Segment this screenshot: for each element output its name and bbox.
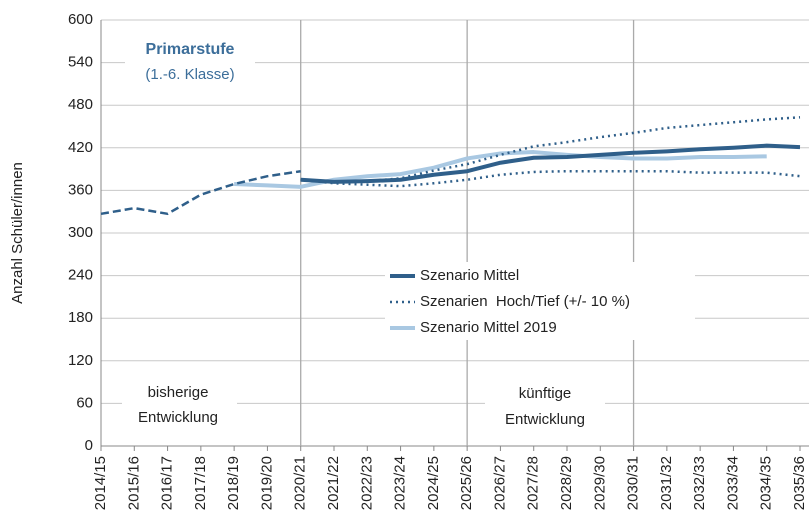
annotation: bisherige bbox=[148, 384, 209, 401]
y-tick-label: 480 bbox=[68, 96, 93, 113]
x-tick-label: 2019/20 bbox=[258, 456, 275, 510]
annotation-title: Primarstufe bbox=[146, 41, 235, 58]
legend-label: Szenario Mittel 2019 bbox=[420, 319, 557, 336]
x-tick-label: 2032/33 bbox=[691, 456, 708, 510]
y-tick-label: 240 bbox=[68, 267, 93, 284]
x-tick-label: 2015/16 bbox=[125, 456, 142, 510]
x-tick-label: 2025/26 bbox=[458, 456, 475, 510]
legend-label: Szenario Mittel bbox=[420, 267, 519, 284]
x-tick-label: 2016/17 bbox=[159, 456, 176, 510]
y-tick-label: 600 bbox=[68, 11, 93, 28]
y-tick-label: 300 bbox=[68, 224, 93, 241]
x-tick-label: 2023/24 bbox=[392, 456, 409, 510]
series-line bbox=[300, 169, 801, 188]
x-tick-label: 2018/19 bbox=[225, 456, 242, 510]
y-tick-label: 60 bbox=[76, 394, 93, 411]
x-tick-label: 2030/31 bbox=[625, 456, 642, 510]
x-tick-label: 2014/15 bbox=[92, 456, 109, 510]
annotation: Entwicklung bbox=[138, 409, 218, 426]
x-tick-label: 2033/34 bbox=[724, 456, 741, 510]
series-line bbox=[100, 169, 301, 216]
x-tick-label: 2031/32 bbox=[658, 456, 675, 510]
annotation: Entwicklung bbox=[505, 411, 585, 428]
x-tick-label: 2029/30 bbox=[591, 456, 608, 510]
x-tick-label: 2034/35 bbox=[758, 456, 775, 510]
annotation: künftige bbox=[519, 385, 572, 402]
series-line bbox=[300, 143, 801, 184]
legend-label: Szenarien Hoch/Tief (+/- 10 %) bbox=[420, 293, 630, 310]
series-line bbox=[300, 116, 801, 184]
y-tick-label: 120 bbox=[68, 352, 93, 369]
x-tick-label: 2028/29 bbox=[558, 456, 575, 510]
y-axis-label: Anzahl Schüler/innen bbox=[9, 162, 26, 304]
annotation-bg bbox=[125, 36, 255, 88]
x-tick-label: 2017/18 bbox=[192, 456, 209, 510]
x-tick-label: 2022/23 bbox=[358, 456, 375, 510]
y-tick-label: 420 bbox=[68, 139, 93, 156]
x-tick-label: 2026/27 bbox=[491, 456, 508, 510]
x-tick-label: 2020/21 bbox=[292, 456, 309, 510]
annotation-bg bbox=[485, 380, 605, 432]
y-tick-label: 360 bbox=[68, 181, 93, 198]
annotation-subtitle: (1.-6. Klasse) bbox=[145, 66, 234, 83]
x-tick-label: 2027/28 bbox=[525, 456, 542, 510]
x-tick-label: 2024/25 bbox=[425, 456, 442, 510]
y-tick-label: 0 bbox=[85, 437, 93, 454]
y-tick-label: 540 bbox=[68, 54, 93, 71]
annotation-bg bbox=[122, 380, 237, 430]
x-tick-label: 2021/22 bbox=[325, 456, 342, 510]
legend-bg bbox=[385, 262, 695, 340]
y-tick-label: 180 bbox=[68, 309, 93, 326]
x-tick-label: 2035/36 bbox=[791, 456, 808, 510]
